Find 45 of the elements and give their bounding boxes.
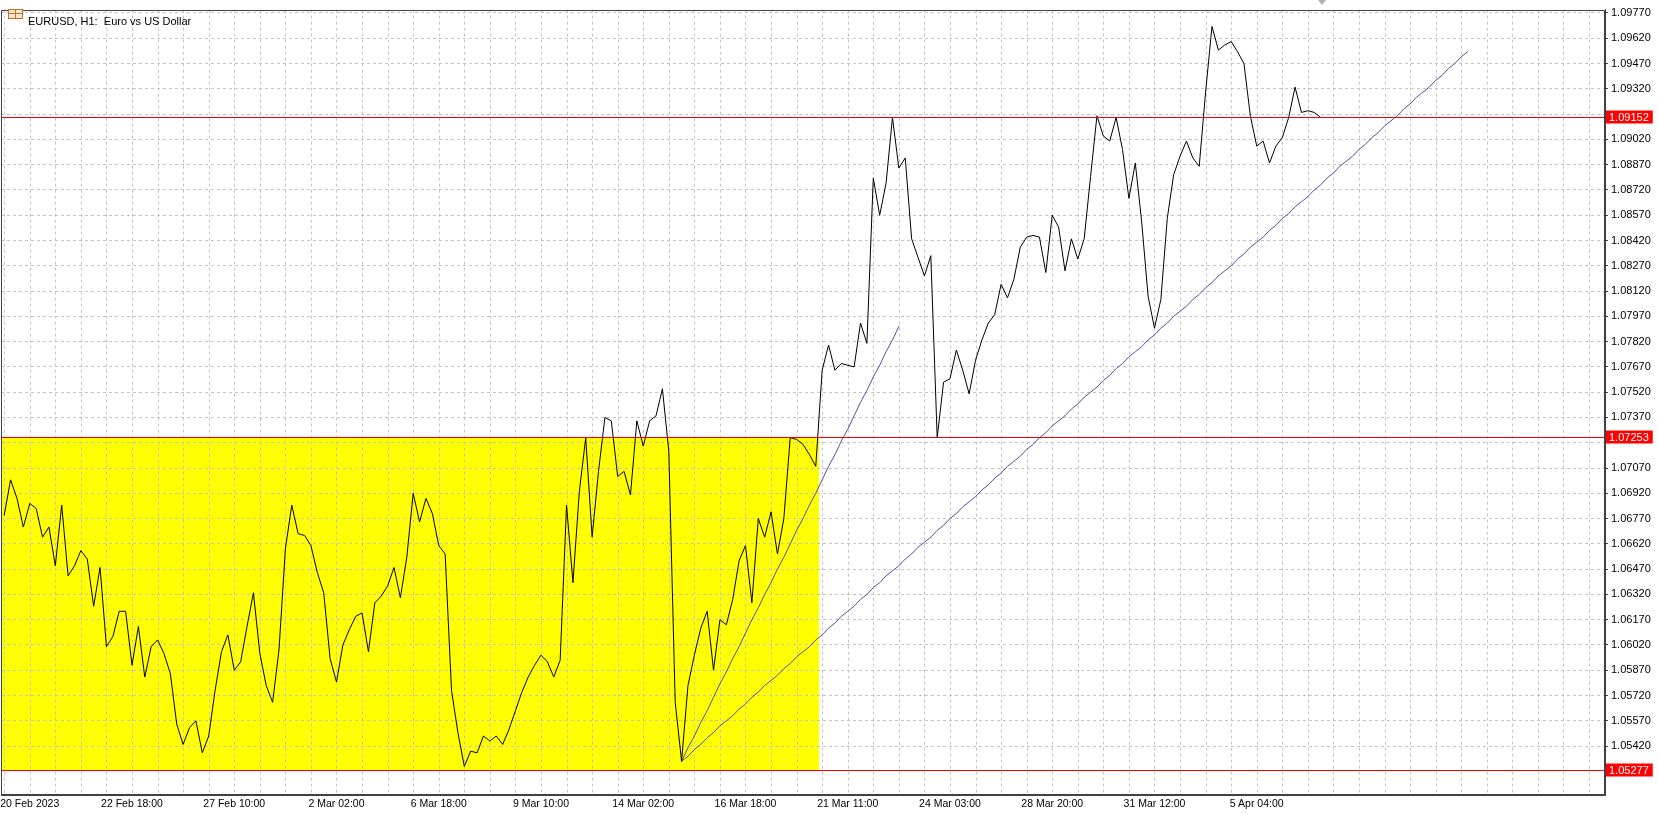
y-tick-label: 1.06320 — [1611, 587, 1651, 600]
y-tick-label: 1.06470 — [1611, 562, 1651, 575]
x-tick-label: 6 Mar 18:00 — [410, 797, 467, 810]
x-tick-label: 28 Mar 20:00 — [1021, 797, 1084, 810]
y-tick-label: 1.07370 — [1611, 410, 1651, 423]
y-tick-label: 1.07520 — [1611, 385, 1651, 398]
x-tick-label: 31 Mar 12:00 — [1123, 797, 1186, 810]
y-tick-label: 1.06020 — [1611, 638, 1651, 651]
y-tick-label: 1.06920 — [1611, 486, 1651, 499]
y-tick-label: 1.07820 — [1611, 334, 1651, 347]
y-tick-label: 1.06170 — [1611, 612, 1651, 625]
y-tick-label: 1.09020 — [1611, 132, 1651, 145]
y-tick-label: 1.08420 — [1611, 233, 1651, 246]
y-tick-label: 1.07070 — [1611, 461, 1651, 474]
y-tick-label: 1.09770 — [1611, 6, 1651, 18]
ref-line-label: 1.07253 — [1609, 430, 1649, 443]
x-tick-label: 16 Mar 18:00 — [714, 797, 777, 810]
y-tick-label: 1.09470 — [1611, 56, 1651, 69]
x-tick-label: 2 Mar 02:00 — [308, 797, 365, 810]
y-tick-label: 1.07670 — [1611, 359, 1651, 372]
x-tick-label: 14 Mar 02:00 — [612, 797, 675, 810]
y-tick-label: 1.08570 — [1611, 208, 1651, 221]
text: EURUSD, H1: Euro vs US Dollar — [28, 14, 192, 27]
y-tick-label: 1.05870 — [1611, 663, 1651, 676]
y-tick-label: 1.06770 — [1611, 511, 1651, 524]
x-tick-label: 27 Feb 10:00 — [203, 797, 266, 810]
y-tick-label: 1.05720 — [1611, 688, 1651, 701]
y-tick-label: 1.09320 — [1611, 81, 1651, 94]
x-tick-label: 20 Feb 2023 — [0, 797, 60, 810]
x-tick-label: 9 Mar 10:00 — [512, 797, 570, 810]
x-tick-label: 22 Feb 18:00 — [101, 797, 164, 810]
x-tick-label: 5 Apr 04:00 — [1229, 797, 1284, 810]
y-tick-label: 1.08120 — [1611, 284, 1651, 297]
y-tick-label: 1.07970 — [1611, 309, 1651, 322]
x-tick-label: 24 Mar 03:00 — [919, 797, 982, 810]
y-tick-label: 1.06620 — [1611, 536, 1651, 549]
y-tick-label: 1.08720 — [1611, 182, 1651, 195]
ref-line-label: 1.09152 — [1609, 110, 1649, 123]
y-tick-label: 1.09620 — [1611, 31, 1651, 44]
ref-line-label: 1.05277 — [1609, 763, 1649, 776]
x-tick-label: 21 Mar 11:00 — [817, 797, 879, 810]
y-tick-label: 1.05570 — [1611, 713, 1651, 726]
y-tick-label: 1.08870 — [1611, 157, 1651, 170]
y-tick-label: 1.05420 — [1611, 739, 1651, 752]
y-tick-label: 1.08270 — [1611, 258, 1651, 271]
